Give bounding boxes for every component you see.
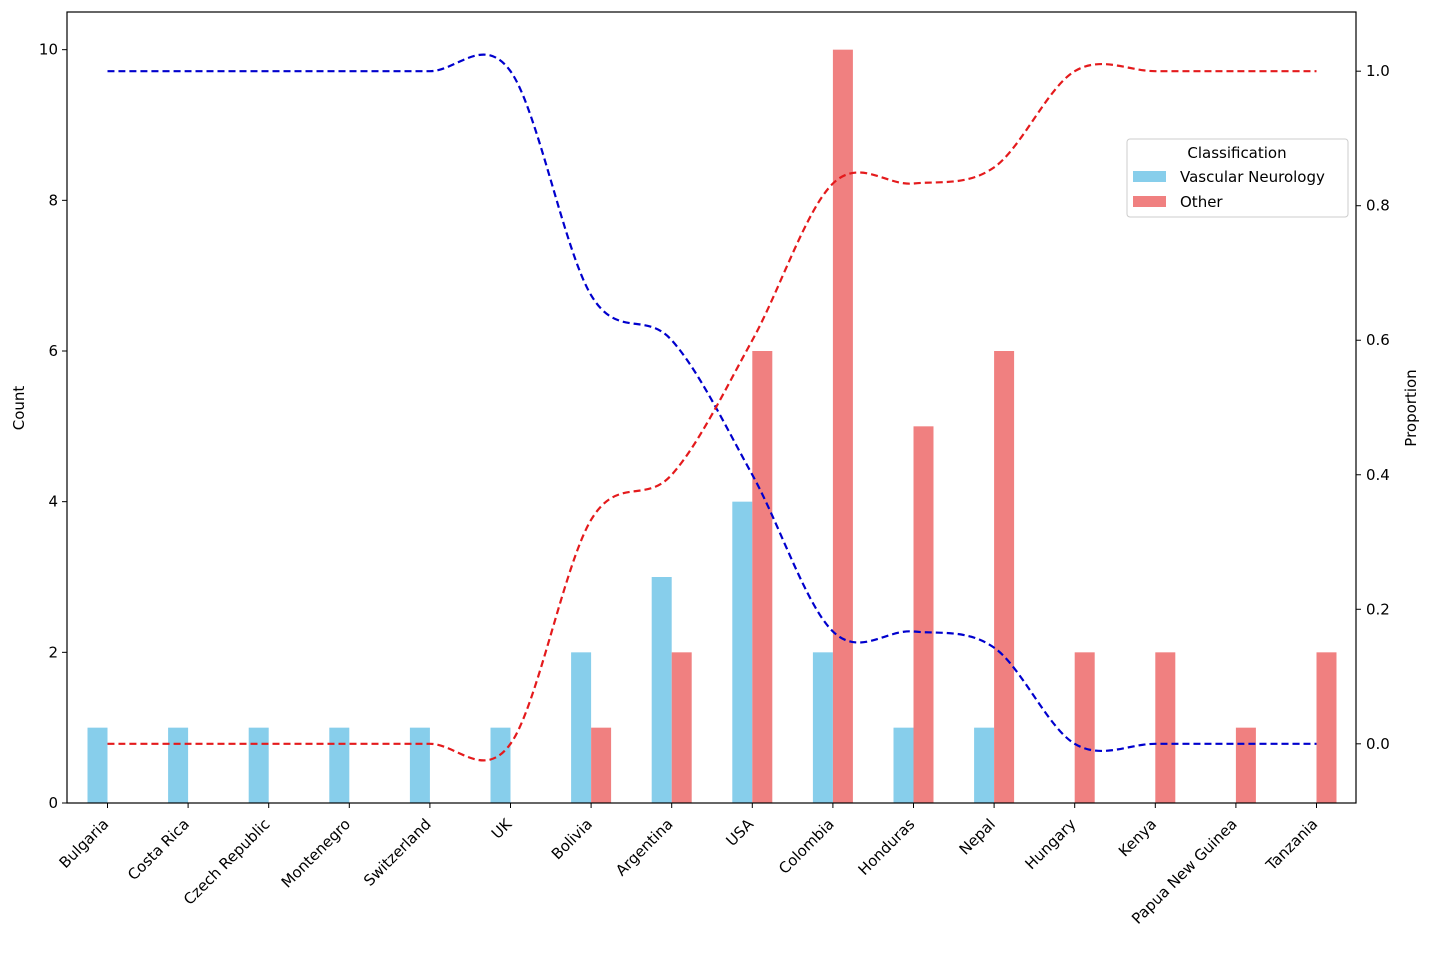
x-tick-label-nepal: Nepal (956, 815, 999, 858)
x-tick-label-colombia: Colombia (775, 815, 838, 878)
x-tick-label-honduras: Honduras (855, 815, 919, 879)
y-left-tick-label-6: 6 (48, 342, 58, 360)
plot-frame (66, 11, 1357, 804)
y-left-tick-label-10: 10 (39, 41, 58, 59)
y-left-tick-label-8: 8 (48, 191, 58, 209)
x-tick-label-czech-republic: Czech Republic (180, 815, 273, 908)
bar-other-hungary (1074, 652, 1095, 803)
y-right-tick-label-0-8: 0.8 (1366, 197, 1390, 215)
bar-other-nepal (994, 351, 1015, 803)
y-right-tick-label-0-4: 0.4 (1366, 466, 1390, 484)
bar-vascular-neurology-nepal (974, 727, 995, 803)
legend-swatch-other (1133, 196, 1166, 207)
plot-layer (87, 49, 1337, 803)
y-right-tick-label-0-6: 0.6 (1366, 331, 1390, 349)
bar-vascular-neurology-argentina (651, 577, 672, 803)
bar-other-argentina (671, 652, 692, 803)
x-tick-label-hungary: Hungary (1022, 815, 1080, 873)
bar-other-tanzania (1316, 652, 1337, 803)
x-tick-label-kenya: Kenya (1115, 815, 1160, 860)
legend-title: Classification (1187, 144, 1286, 162)
legend-label-other: Other (1180, 193, 1223, 211)
bar-vascular-neurology-montenegro (329, 727, 350, 803)
legend-label-vascular-neurology: Vascular Neurology (1180, 168, 1325, 186)
bar-other-usa (752, 351, 773, 803)
y-left-tick-label-2: 2 (48, 643, 58, 661)
y-axis-right-label: Proportion (1402, 369, 1420, 446)
bar-other-papua-new-guinea (1235, 727, 1256, 803)
x-tick-label-tanzania: Tanzania (1262, 815, 1322, 875)
y-left-tick-label-0: 0 (48, 794, 58, 812)
legend: Classification Vascular Neurology Other (1126, 138, 1349, 218)
x-tick-label-usa: USA (722, 815, 757, 850)
y-right-tick-label-0-2: 0.2 (1366, 600, 1390, 618)
bar-other-honduras (913, 426, 934, 803)
legend-frame (1126, 138, 1349, 218)
bar-vascular-neurology-switzerland (409, 727, 430, 803)
x-tick-label-costa-rica: Costa Rica (124, 815, 193, 884)
x-tick-label-montenegro: Montenegro (278, 815, 354, 891)
bar-vascular-neurology-uk (490, 727, 511, 803)
bar-other-bolivia (591, 727, 612, 803)
line-other-proportion (107, 63, 1317, 762)
bar-vascular-neurology-bulgaria (87, 727, 108, 803)
y-left-tick-label-4: 4 (48, 493, 58, 511)
bar-vascular-neurology-colombia (812, 652, 833, 803)
y-right-tick-label-0-0: 0.0 (1366, 735, 1390, 753)
y-right-tick-label-1-0: 1.0 (1366, 62, 1390, 80)
x-tick-label-argentina: Argentina (612, 815, 676, 879)
left-axis: 0 2 4 6 8 10 (39, 41, 67, 812)
x-tick-label-bulgaria: Bulgaria (56, 815, 113, 872)
bar-vascular-neurology-usa (732, 501, 753, 803)
bar-vascular-neurology-bolivia (571, 652, 592, 803)
x-tick-label-bolivia: Bolivia (548, 815, 596, 863)
line-vascular-neurology-proportion (107, 53, 1317, 752)
legend-swatch-vascular-neurology (1133, 171, 1166, 182)
bar-vascular-neurology-czech-republic (248, 727, 269, 803)
bar-other-kenya (1155, 652, 1176, 803)
bar-vascular-neurology-honduras (893, 727, 914, 803)
right-axis: 0.0 0.2 0.4 0.6 0.8 1.0 (1356, 62, 1390, 753)
x-tick-label-uk: UK (488, 814, 516, 842)
bar-other-colombia (832, 49, 853, 803)
x-tick-label-switzerland: Switzerland (360, 815, 435, 890)
y-axis-left-label: Count (10, 386, 28, 431)
bar-vascular-neurology-costa-rica (168, 727, 189, 803)
